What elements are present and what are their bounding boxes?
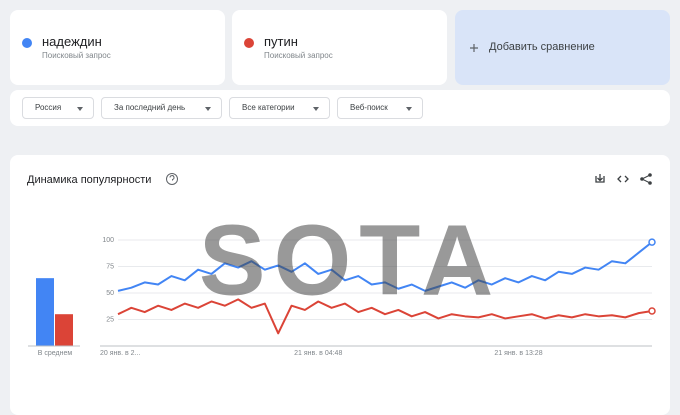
add-comparison-label: Добавить сравнение bbox=[489, 41, 595, 53]
term-card[interactable]: надеждин Поисковый запрос bbox=[10, 10, 225, 85]
term-name: надеждин bbox=[42, 34, 102, 49]
filter-bar: Россия За последний день Все категории В… bbox=[10, 90, 670, 126]
chart-card bbox=[10, 155, 670, 415]
embed-icon[interactable] bbox=[617, 175, 629, 183]
average-bar bbox=[55, 314, 73, 346]
y-tick-label: 100 bbox=[102, 237, 114, 244]
download-icon[interactable] bbox=[595, 174, 605, 183]
x-tick-label: 21 янв. в 13:28 bbox=[494, 350, 542, 357]
term-card[interactable]: путин Поисковый запрос bbox=[232, 10, 447, 85]
plus-icon bbox=[470, 44, 478, 52]
filter[interactable]: Веб-поиск bbox=[337, 97, 423, 119]
filter[interactable]: Россия bbox=[22, 97, 94, 119]
trend-line bbox=[117, 241, 653, 292]
help-icon[interactable] bbox=[166, 173, 178, 185]
term-type: Поисковый запрос bbox=[42, 51, 111, 60]
term-color bbox=[22, 38, 32, 48]
term-type: Поисковый запрос bbox=[264, 51, 333, 60]
filter[interactable]: Все категории bbox=[229, 97, 330, 119]
add-comparison[interactable]: Добавить сравнение bbox=[455, 10, 670, 85]
term-name: путин bbox=[264, 34, 298, 49]
term-color bbox=[244, 38, 254, 48]
section-title: Динамика популярности bbox=[27, 174, 151, 186]
end-point bbox=[648, 238, 656, 246]
x-tick-label: 21 янв. в 04:48 bbox=[294, 350, 342, 357]
y-tick-label: 25 bbox=[106, 316, 114, 323]
average-bar bbox=[36, 278, 54, 346]
filter[interactable]: За последний день bbox=[101, 97, 222, 119]
bar-label: В среднем bbox=[38, 350, 73, 357]
trend-line bbox=[117, 298, 653, 335]
watermark: SOTA bbox=[199, 204, 501, 316]
end-point bbox=[648, 307, 656, 315]
x-tick-label: 20 янв. в 2... bbox=[100, 350, 140, 357]
share-icon[interactable] bbox=[640, 173, 652, 185]
y-tick-label: 50 bbox=[106, 290, 114, 297]
y-tick-label: 75 bbox=[106, 263, 114, 270]
